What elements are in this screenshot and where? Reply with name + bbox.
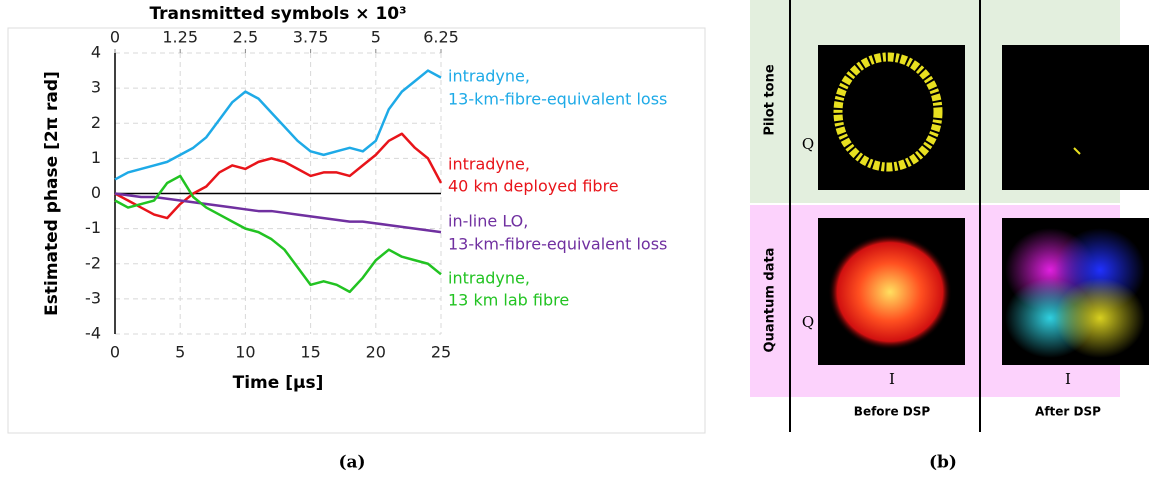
y-tick-label: 4: [91, 43, 101, 62]
series-label: 40 km deployed fibre: [448, 177, 619, 196]
axis-label: Q: [802, 135, 814, 153]
axis-label: I: [889, 370, 895, 388]
quantum-cloud: [828, 234, 952, 350]
series-label: in-line LO,: [448, 212, 528, 231]
column-label: Before DSP: [854, 405, 931, 419]
y-tick-label: -2: [85, 253, 101, 272]
x2-tick-label: 5: [371, 28, 381, 47]
series-label: intradyne,: [448, 155, 530, 174]
x-tick-label: 15: [300, 343, 320, 362]
y-tick-label: -3: [85, 288, 101, 307]
series-label: 13 km lab fibre: [448, 291, 569, 310]
series-line: [114, 192, 442, 234]
series-line: [114, 69, 442, 181]
x-tick-label: 5: [175, 343, 185, 362]
series-line: [114, 132, 443, 220]
pilot-dot: [1073, 147, 1081, 155]
x-axis-title: Time [µs]: [233, 373, 324, 393]
panel-frame: [7, 27, 706, 434]
y-tick-label: -4: [85, 324, 101, 343]
y-tick-label: -1: [85, 218, 101, 237]
constellation: [1002, 45, 1149, 190]
series-label: intradyne,: [448, 269, 530, 288]
x-tick-label: 0: [110, 343, 120, 362]
y-tick-label: 3: [91, 78, 101, 97]
series-line: [114, 174, 442, 294]
x-tick-label: 25: [431, 343, 451, 362]
x-tick-label: 10: [235, 343, 255, 362]
x2-tick-label: 1.25: [162, 28, 198, 47]
caption: (a): [338, 453, 365, 473]
axis-label: I: [1065, 370, 1071, 388]
x2-tick-label: 3.75: [293, 28, 329, 47]
y-tick-label: 1: [91, 148, 101, 167]
x2-tick-label: 2.5: [233, 28, 258, 47]
row-label: Quantum data: [763, 248, 778, 353]
x2-axis-title: Transmitted symbols × 10³: [149, 4, 406, 24]
x-tick-label: 20: [366, 343, 386, 362]
series-label: 13-km-fibre-equivalent loss: [448, 235, 667, 254]
column-label: After DSP: [1035, 405, 1101, 419]
y-tick-label: 0: [91, 183, 101, 202]
axis-label: Q: [802, 313, 814, 331]
series-label: 13-km-fibre-equivalent loss: [448, 90, 667, 109]
caption: (b): [929, 453, 957, 473]
x2-tick-label: 0: [110, 28, 120, 47]
row-label: Pilot tone: [763, 64, 778, 136]
x2-tick-label: 6.25: [423, 28, 459, 47]
pilot-ring: [833, 52, 943, 172]
y-axis-title: Estimated phase [2π rad]: [42, 71, 62, 316]
panel-b: Pilot tone Quantum data Q Q I I Before D…: [750, 0, 1149, 432]
series-label: intradyne,: [448, 67, 530, 86]
quantum-cloud: [1055, 278, 1145, 358]
y-tick-label: 2: [91, 113, 101, 132]
